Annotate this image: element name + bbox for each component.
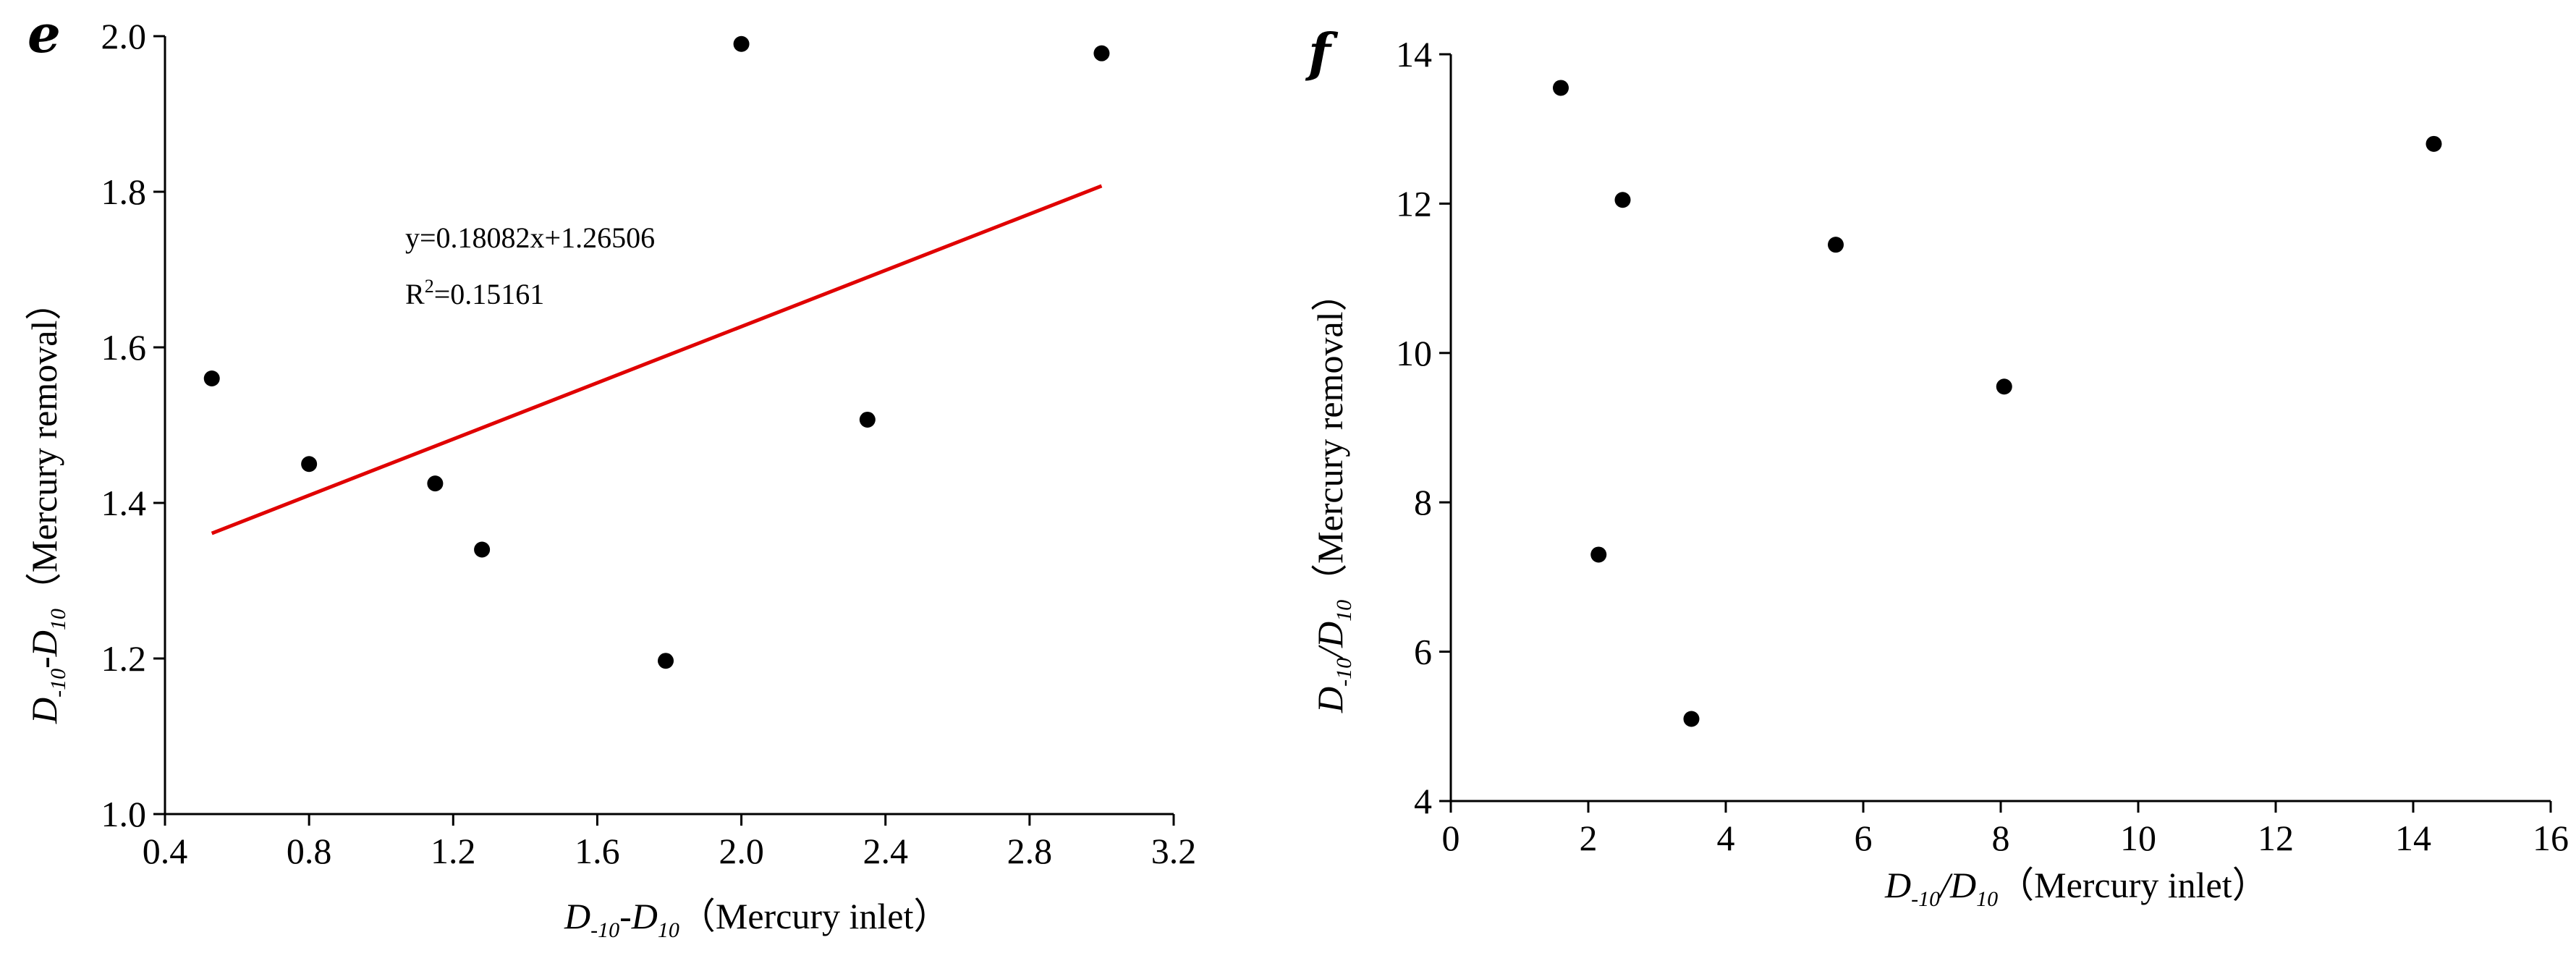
r2-superscript: 2 <box>425 276 434 297</box>
y-tick-label: 4 <box>1414 781 1432 821</box>
x-tick-label: 16 <box>2533 818 2569 858</box>
x-tick-label: 2 <box>1580 818 1598 858</box>
y-tick-label: 8 <box>1414 482 1432 522</box>
x-tick-label: 8 <box>1992 818 2010 858</box>
x-tick-label: 0 <box>1442 818 1460 858</box>
y-tick-label: 10 <box>1396 333 1432 373</box>
y-ticks-f: 4 6 8 10 12 14 <box>1396 34 1451 821</box>
y-tick-label: 1.6 <box>101 327 147 368</box>
data-point <box>733 35 750 52</box>
panel-f: f 0 2 4 6 8 10 12 14 16 4 6 8 10 12 14 D-10/D10（Mercu… <box>1305 22 2569 911</box>
r-squared-label: R2=0.15161 <box>405 276 544 310</box>
data-point <box>1553 80 1569 96</box>
y-tick-label: 1.0 <box>101 794 147 834</box>
r2-value: =0.15161 <box>434 278 545 310</box>
data-point <box>427 475 444 492</box>
x-tick-label: 2.0 <box>719 831 764 871</box>
y-tick-label: 1.8 <box>101 171 147 212</box>
data-point <box>859 411 876 428</box>
x-ticks-e: 0.4 0.8 1.2 1.6 2.0 2.4 2.8 3.2 <box>143 814 1197 871</box>
data-point <box>2425 135 2442 152</box>
y-tick-label: 12 <box>1396 183 1432 224</box>
data-points-e <box>203 35 1110 669</box>
y-tick-label: 6 <box>1414 632 1432 672</box>
regression-equation: y=0.18082x+1.26506 <box>405 221 655 254</box>
x-tick-label: 12 <box>2258 818 2294 858</box>
x-tick-label: 2.8 <box>1007 831 1053 871</box>
data-point <box>301 456 318 473</box>
data-point <box>1828 237 1844 253</box>
x-tick-label: 4 <box>1717 818 1735 858</box>
regression-line <box>211 184 1103 535</box>
panel-label-e: e <box>27 3 61 64</box>
y-tick-label: 1.2 <box>101 638 147 679</box>
data-point <box>1590 546 1607 563</box>
panel-e: e 0.4 0.8 1.2 1.6 2.0 2.4 2.8 3.2 1.01.21.41.61… <box>24 3 1196 942</box>
x-tick-label: 6 <box>1855 818 1873 858</box>
y-tick-label: 1.4 <box>101 483 147 523</box>
y-tick-label: 14 <box>1396 34 1432 75</box>
x-ticks-f: 0 2 4 6 8 10 12 14 16 <box>1442 801 2569 858</box>
x-tick-label: 0.8 <box>287 831 332 871</box>
x-tick-label: 14 <box>2395 818 2431 858</box>
x-tick-label: 2.4 <box>863 831 908 871</box>
data-point <box>1996 378 2012 395</box>
data-point <box>474 541 491 558</box>
x-tick-label: 10 <box>2120 818 2156 858</box>
y-ticks-e: 1.0 1.2 1.4 1.6 1.8 2.0 <box>101 16 165 834</box>
data-points-f <box>1553 80 2442 727</box>
data-point <box>1093 45 1110 62</box>
y-axis-title-f: D-10/D10（Mercury removal） <box>1310 275 1356 713</box>
data-point <box>658 653 674 669</box>
data-point <box>1683 711 1700 727</box>
x-tick-label: 1.2 <box>431 831 476 871</box>
data-point <box>203 370 220 386</box>
x-tick-label: 3.2 <box>1151 831 1197 871</box>
x-axis-title-e: D-10-D10（Mercury inlet） <box>564 896 949 942</box>
x-axis-title-f: D-10/D10（Mercury inlet） <box>1884 865 2268 911</box>
data-point <box>1614 192 1631 208</box>
r2-r: R <box>405 278 425 310</box>
y-axis-title-e: D-10-D10（Mercury removal） <box>24 284 70 724</box>
x-tick-label: 0.4 <box>143 831 188 871</box>
y-tick-label: 2.0 <box>101 16 147 56</box>
panel-label-f: f <box>1305 22 1339 83</box>
x-tick-label: 1.6 <box>575 831 620 871</box>
